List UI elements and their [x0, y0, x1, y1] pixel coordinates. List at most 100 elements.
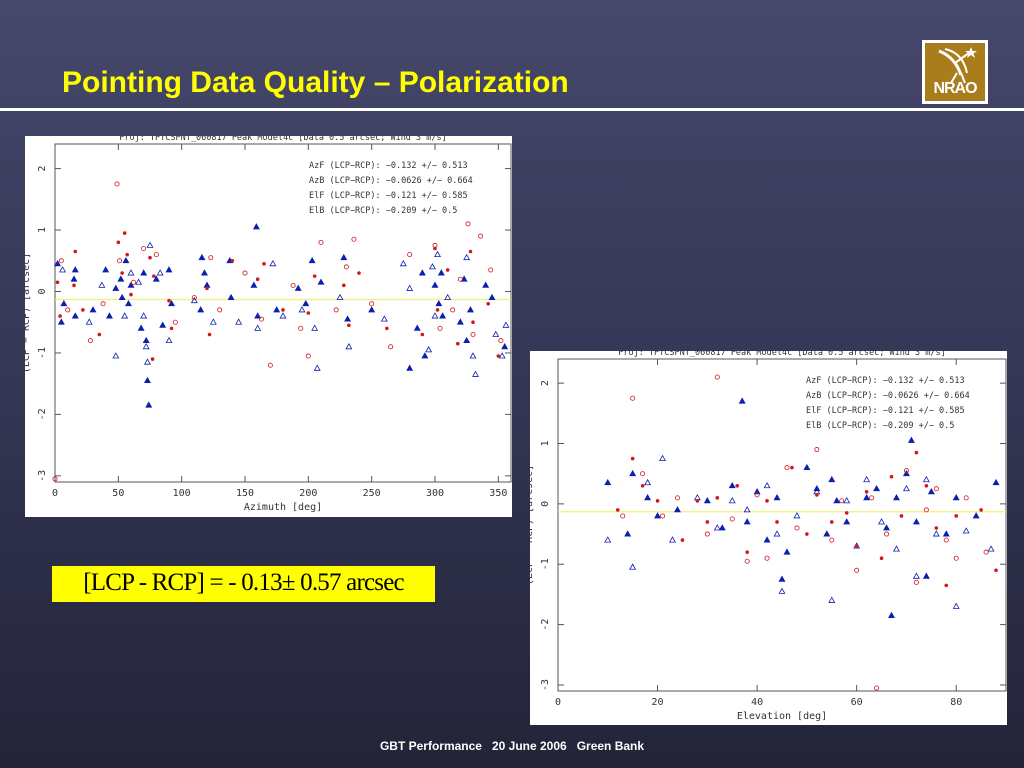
- open-triangle-point: [469, 352, 477, 359]
- filled-circle-point: [347, 323, 351, 328]
- open-triangle-point: [190, 296, 198, 304]
- x-tick-label: 40: [751, 697, 763, 708]
- open-triangle-point: [434, 250, 442, 258]
- filled-triangle-point: [112, 284, 120, 291]
- filled-triangle-point: [912, 518, 920, 525]
- filled-circle-point: [342, 283, 346, 288]
- filled-triangle-point: [203, 281, 211, 288]
- azimuth-scatter-plot: Proj: TPTCSPNT_060817 Peak Model4c [Data…: [21, 133, 512, 517]
- open-circle-point: [660, 513, 666, 519]
- open-circle-point: [744, 558, 750, 564]
- open-circle-point: [488, 267, 494, 273]
- open-triangle-point: [311, 324, 319, 331]
- open-circle-point: [114, 181, 120, 187]
- filled-triangle-point: [907, 436, 915, 443]
- open-triangle-point: [659, 454, 667, 461]
- open-circle-point: [52, 476, 58, 482]
- open-triangle-point: [778, 587, 786, 594]
- x-tick-label: 80: [950, 697, 962, 708]
- elevation-scatter-svg: Proj: TPTCSPNT_060817 Peak Model4c [Data…: [524, 348, 1007, 722]
- filled-circle-point: [230, 258, 235, 263]
- filled-circle-point: [994, 568, 998, 573]
- filled-circle-point: [205, 286, 209, 291]
- filled-circle-point: [120, 271, 124, 275]
- x-tick-label: 250: [363, 488, 381, 499]
- radio-telescope-icon: [938, 47, 977, 84]
- open-circle-point: [351, 236, 357, 242]
- filled-circle-point: [81, 308, 85, 312]
- open-circle-point: [333, 307, 339, 313]
- y-tick-label: -3: [540, 679, 551, 691]
- open-triangle-point: [828, 596, 836, 603]
- filled-triangle-point: [368, 306, 376, 313]
- open-triangle-point: [146, 241, 154, 248]
- open-circle-point: [953, 555, 959, 561]
- filled-circle-point: [471, 320, 475, 325]
- filled-circle-point: [914, 450, 919, 455]
- filled-triangle-point: [902, 469, 910, 477]
- open-triangle-point: [644, 478, 652, 486]
- filled-circle-point: [148, 255, 152, 260]
- filled-triangle-point: [823, 530, 831, 537]
- open-circle-point: [478, 233, 484, 239]
- filled-triangle-point: [413, 324, 421, 331]
- open-circle-point: [923, 507, 929, 513]
- filled-triangle-point: [60, 299, 68, 307]
- open-triangle-point: [313, 364, 321, 371]
- x-tick-label: 0: [52, 488, 58, 499]
- filled-triangle-point: [803, 463, 811, 471]
- open-triangle-point: [893, 545, 900, 552]
- open-triangle-point: [932, 530, 940, 537]
- filled-triangle-point: [673, 506, 681, 513]
- filled-circle-point: [262, 262, 266, 266]
- filled-circle-point: [420, 332, 425, 337]
- filled-circle-point: [745, 550, 749, 554]
- y-tick-label: -3: [37, 470, 48, 482]
- x-tick-label: 100: [173, 488, 191, 499]
- open-triangle-point: [112, 352, 120, 359]
- filled-circle-point: [879, 556, 884, 560]
- filled-triangle-point: [143, 376, 151, 384]
- filled-triangle-point: [117, 275, 125, 282]
- y-tick-label: -1: [540, 558, 551, 570]
- filled-triangle-point: [439, 312, 447, 319]
- filled-triangle-point: [250, 281, 258, 288]
- x-tick-label: 150: [236, 488, 254, 499]
- open-triangle-point: [669, 536, 676, 543]
- open-circle-point: [498, 338, 504, 344]
- filled-triangle-point: [71, 266, 79, 273]
- open-circle-point: [884, 531, 890, 537]
- open-triangle-point: [98, 281, 106, 288]
- open-triangle-point: [121, 312, 129, 319]
- open-circle-point: [630, 395, 636, 401]
- filled-circle-point: [735, 483, 739, 488]
- open-triangle-point: [431, 312, 439, 319]
- filled-circle-point: [864, 490, 869, 494]
- x-tick-label: 350: [489, 488, 507, 499]
- y-axis-label: (LCP − RCP) [arcsec]: [25, 253, 32, 373]
- open-triangle-point: [209, 318, 217, 325]
- filled-triangle-point: [738, 397, 746, 404]
- x-tick-label: 20: [652, 697, 664, 708]
- open-circle-point: [784, 465, 790, 471]
- open-circle-point: [343, 264, 349, 270]
- filled-circle-point: [954, 514, 959, 518]
- filled-circle-point: [854, 544, 859, 548]
- open-triangle-point: [843, 497, 851, 504]
- legend-entry: ElF (LCP−RCP): −0.121 +/− 0.585: [806, 406, 965, 416]
- open-circle-point: [640, 471, 646, 477]
- filled-circle-point: [775, 520, 779, 524]
- open-circle-point: [290, 282, 296, 288]
- plot-frame: [54, 143, 512, 483]
- filled-triangle-point: [763, 536, 771, 543]
- filled-triangle-point: [888, 611, 895, 618]
- open-circle-point: [854, 567, 860, 573]
- filled-circle-point: [312, 274, 317, 278]
- filled-triangle-point: [406, 364, 414, 371]
- filled-triangle-point: [773, 494, 781, 501]
- open-triangle-point: [140, 312, 148, 319]
- open-circle-point: [318, 239, 324, 245]
- filled-triangle-point: [273, 306, 281, 313]
- filled-triangle-point: [435, 299, 443, 307]
- filled-circle-point: [979, 508, 983, 512]
